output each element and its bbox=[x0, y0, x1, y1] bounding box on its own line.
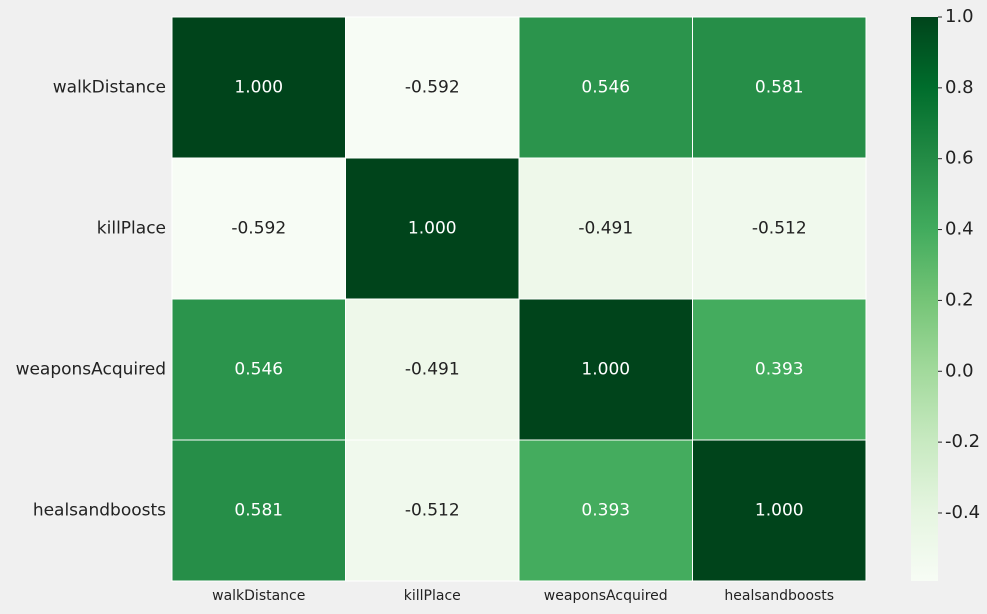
heatmap-cell bbox=[345, 16, 520, 159]
y-tick-label: walkDistance bbox=[53, 78, 166, 98]
cell-label: 1.000 bbox=[408, 219, 457, 239]
cell-label: 1.000 bbox=[234, 78, 283, 98]
cell-label: -0.592 bbox=[231, 219, 286, 239]
colorbar-tick-label: 1.0 bbox=[945, 6, 974, 27]
heatmap-cell bbox=[345, 439, 520, 582]
cell-label: 0.546 bbox=[234, 360, 283, 380]
heatmap-cell bbox=[345, 298, 520, 441]
cell-label: -0.491 bbox=[405, 360, 460, 380]
colorbar bbox=[911, 17, 938, 581]
colorbar-tick-label: -0.2 bbox=[945, 431, 980, 452]
heatmap-cell bbox=[171, 439, 346, 582]
cell-label: -0.592 bbox=[405, 78, 460, 98]
heatmap-cell bbox=[171, 298, 346, 441]
cell-label: 0.393 bbox=[755, 360, 804, 380]
cell-label: -0.512 bbox=[405, 501, 460, 521]
colorbar-tick-label: 0.6 bbox=[945, 148, 974, 169]
heatmap-cell bbox=[171, 16, 346, 159]
heatmap-cell bbox=[692, 439, 867, 582]
cell-label: 0.581 bbox=[755, 78, 804, 98]
heatmap-cell bbox=[692, 16, 867, 159]
cell-label: 0.546 bbox=[581, 78, 630, 98]
cell-label: 1.000 bbox=[581, 360, 630, 380]
cell-label: -0.491 bbox=[578, 219, 633, 239]
cell-label: 0.393 bbox=[581, 501, 630, 521]
x-tick-label: weaponsAcquired bbox=[544, 588, 668, 604]
heatmap-cell bbox=[518, 439, 693, 582]
colorbar-tick-label: 0.2 bbox=[945, 289, 974, 310]
heatmap-cell bbox=[518, 157, 693, 300]
y-tick-label: killPlace bbox=[97, 219, 166, 239]
cell-label: 0.581 bbox=[234, 501, 283, 521]
y-tick-label: healsandboosts bbox=[33, 501, 166, 521]
x-tick-label: walkDistance bbox=[212, 588, 305, 604]
colorbar-tick-label: -0.4 bbox=[945, 502, 980, 523]
colorbar-tick-label: 0.4 bbox=[945, 219, 974, 240]
x-tick-label: killPlace bbox=[404, 588, 461, 604]
y-tick-label: weaponsAcquired bbox=[16, 360, 166, 380]
heatmap-cell bbox=[518, 16, 693, 159]
x-tick-label: healsandboosts bbox=[724, 588, 834, 604]
cell-label: 1.000 bbox=[755, 501, 804, 521]
colorbar-tick-label: 0.0 bbox=[945, 360, 974, 381]
colorbar-tick-label: 0.8 bbox=[945, 77, 974, 98]
heatmap-cell bbox=[692, 298, 867, 441]
heatmap-cell bbox=[692, 157, 867, 300]
cell-label: -0.512 bbox=[752, 219, 807, 239]
